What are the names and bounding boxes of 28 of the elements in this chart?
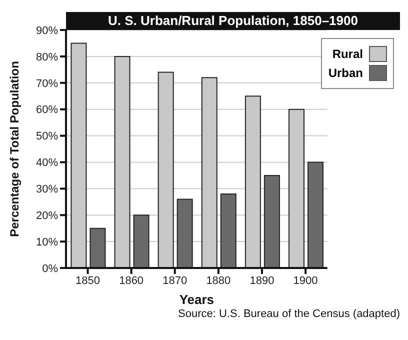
x-tick-label: 1900 [293, 274, 318, 287]
y-tick-label: 90% [36, 24, 58, 37]
x-tick-label: 1850 [76, 274, 100, 287]
y-tick-label: 0% [42, 262, 58, 275]
x-axis-title: Years [179, 292, 214, 307]
y-tick-label: 80% [36, 51, 58, 64]
bar [264, 174, 280, 268]
y-tick-label: 60% [36, 104, 58, 116]
bar [308, 162, 324, 268]
bar [220, 193, 236, 268]
y-axis-title: Percentage of Total Population [7, 61, 22, 237]
y-tick-label: 50% [36, 130, 58, 143]
x-tick-label: 1890 [250, 274, 274, 287]
bar [176, 198, 193, 268]
y-tick-label: 40% [36, 157, 58, 170]
x-tick-label: 1880 [206, 274, 231, 287]
legend-label: Rural [332, 47, 363, 61]
legend-label: Urban [328, 66, 363, 80]
x-tick-label: 1870 [162, 274, 188, 287]
bar [90, 228, 106, 268]
bar [133, 214, 150, 268]
y-tick-label: 30% [36, 184, 58, 196]
y-tick-label: 70% [36, 78, 58, 90]
y-tick-label: 20% [36, 210, 58, 222]
y-tick-label: 10% [36, 236, 58, 248]
chart-title: U. S. Urban/Rural Population, 1850–1900 [66, 12, 400, 30]
source-note: Source: U.S. Bureau of the Census (adapted) [177, 308, 401, 320]
x-tick-label: 1860 [119, 274, 144, 287]
